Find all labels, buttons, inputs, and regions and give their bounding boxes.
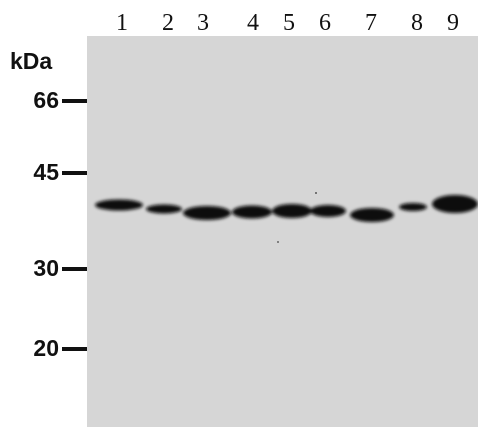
lane-label: 2 xyxy=(162,10,174,36)
band xyxy=(432,195,478,213)
marker-tick xyxy=(62,267,87,271)
marker-tick xyxy=(62,171,87,175)
markers: 66 45 30 20 xyxy=(33,87,87,361)
band xyxy=(272,204,312,218)
lane-label: 9 xyxy=(447,10,459,36)
band xyxy=(310,205,346,217)
band xyxy=(146,205,182,214)
lane-label: 3 xyxy=(197,10,209,36)
lane-label: 4 xyxy=(247,10,259,36)
lane-labels: 1 2 3 4 5 6 7 8 9 xyxy=(116,10,459,36)
band xyxy=(183,206,231,220)
lane-label: 1 xyxy=(116,10,128,36)
marker-tick xyxy=(62,99,87,103)
marker-label: 66 xyxy=(33,87,59,113)
lane-label: 7 xyxy=(365,10,377,36)
band xyxy=(95,200,143,211)
marker-label: 20 xyxy=(33,335,59,361)
lane-label: 8 xyxy=(411,10,423,36)
band xyxy=(399,203,427,211)
band xyxy=(350,208,394,222)
lane-label: 5 xyxy=(283,10,295,36)
membrane xyxy=(87,36,478,427)
speck xyxy=(315,192,317,194)
lane-label: 6 xyxy=(319,10,331,36)
unit-label: kDa xyxy=(10,48,52,74)
band xyxy=(232,206,272,219)
western-blot: 1 2 3 4 5 6 7 8 9 kDa 66 45 30 20 xyxy=(0,0,478,427)
marker-label: 30 xyxy=(33,255,59,281)
marker-label: 45 xyxy=(33,159,59,185)
marker-tick xyxy=(62,347,87,351)
speck xyxy=(277,241,279,243)
